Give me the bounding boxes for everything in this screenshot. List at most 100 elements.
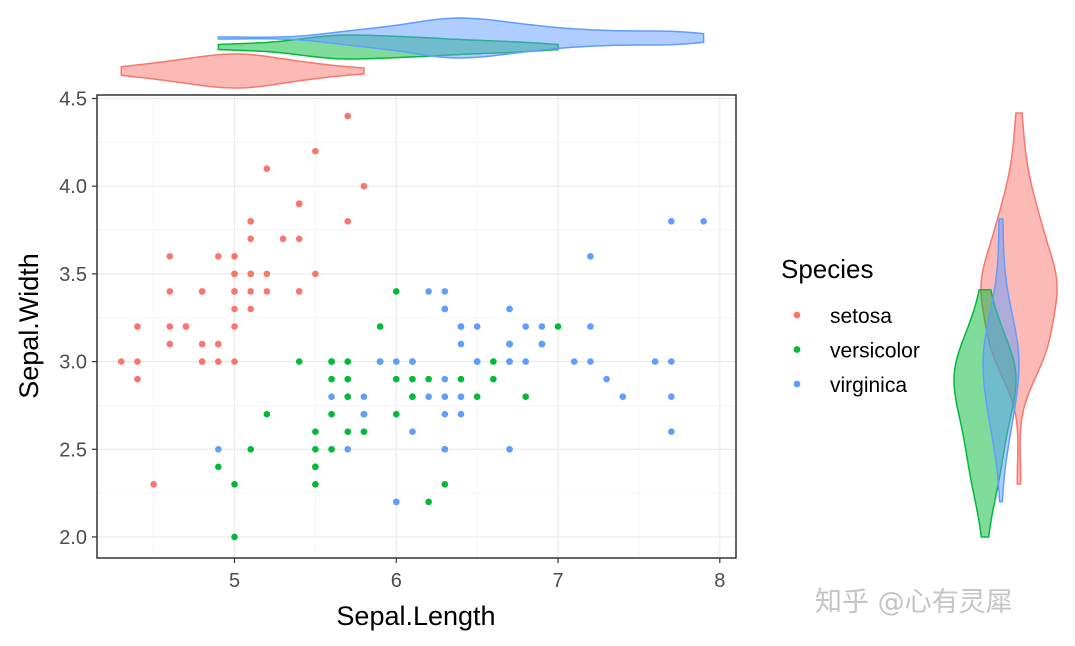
point-setosa: [198, 358, 206, 365]
point-setosa: [295, 200, 303, 208]
point-virginica: [473, 323, 481, 330]
point-versicolor: [344, 393, 352, 400]
point-setosa: [247, 270, 254, 278]
point-virginica: [667, 428, 675, 436]
point-virginica: [506, 358, 513, 365]
point-versicolor: [344, 375, 352, 383]
point-setosa: [312, 270, 319, 278]
point-setosa: [231, 358, 238, 365]
x-tick-label: 8: [714, 570, 725, 592]
point-versicolor: [263, 410, 271, 418]
violin-top-setosa: [120, 53, 365, 89]
legend-key-setosa: [793, 311, 801, 319]
point-setosa: [344, 112, 352, 120]
point-versicolor: [328, 375, 335, 383]
point-virginica: [441, 288, 449, 295]
x-axis-title: Sepal.Length: [336, 601, 495, 631]
x-tick-label: 7: [552, 570, 563, 592]
legend: Species setosa versicolor virginica: [781, 254, 920, 397]
point-setosa: [263, 270, 271, 278]
point-setosa: [360, 182, 368, 190]
point-versicolor: [344, 428, 352, 436]
point-setosa: [295, 235, 303, 243]
point-virginica: [473, 358, 481, 365]
point-setosa: [231, 288, 238, 295]
point-virginica: [425, 393, 432, 400]
point-setosa: [247, 305, 254, 313]
violin-right-virginica: [982, 218, 1020, 503]
y-tick-label: 4.5: [59, 89, 87, 111]
point-setosa: [166, 253, 174, 260]
point-versicolor: [490, 375, 497, 383]
point-virginica: [457, 323, 465, 330]
point-setosa: [231, 323, 238, 330]
x-tick-label: 5: [229, 570, 240, 592]
point-versicolor: [473, 393, 481, 400]
point-versicolor: [215, 463, 222, 471]
point-virginica: [667, 358, 675, 365]
y-tick-label: 2.0: [59, 527, 87, 549]
point-setosa: [150, 481, 157, 488]
y-tick-label: 3.0: [59, 352, 87, 374]
point-virginica: [441, 393, 449, 400]
point-virginica: [344, 445, 352, 453]
point-setosa: [166, 323, 174, 330]
point-versicolor: [328, 445, 335, 453]
point-setosa: [247, 217, 254, 225]
point-versicolor: [441, 481, 449, 488]
point-setosa: [263, 288, 271, 295]
point-setosa: [231, 305, 238, 313]
point-virginica: [570, 358, 578, 365]
point-virginica: [538, 323, 546, 330]
point-virginica: [409, 428, 416, 436]
point-setosa: [295, 288, 303, 295]
point-virginica: [360, 393, 368, 400]
point-virginica: [587, 358, 594, 365]
point-virginica: [441, 445, 449, 453]
marginal-x-violins: [120, 17, 705, 89]
point-versicolor: [392, 410, 400, 418]
point-versicolor: [312, 428, 319, 436]
point-virginica: [506, 305, 513, 313]
point-virginica: [619, 393, 627, 400]
violin-top-virginica: [217, 17, 705, 59]
point-setosa: [134, 358, 141, 365]
point-setosa: [279, 235, 287, 243]
point-virginica: [441, 410, 449, 418]
point-versicolor: [457, 375, 465, 383]
point-virginica: [457, 393, 465, 400]
point-virginica: [425, 288, 432, 295]
point-versicolor: [360, 428, 368, 436]
point-virginica: [603, 375, 610, 383]
y-tick-label: 4.0: [59, 176, 87, 198]
point-setosa: [247, 288, 254, 295]
point-setosa: [117, 358, 125, 365]
point-setosa: [247, 235, 254, 243]
point-virginica: [328, 393, 335, 400]
point-versicolor: [328, 410, 335, 418]
point-virginica: [538, 340, 546, 348]
point-virginica: [376, 358, 384, 365]
point-virginica: [667, 393, 675, 400]
y-axis-title: Sepal.Width: [14, 253, 44, 399]
point-virginica: [522, 323, 529, 330]
point-setosa: [231, 270, 238, 278]
plot-panel: [97, 95, 736, 558]
point-setosa: [231, 253, 238, 260]
marginal-y-violins: [953, 112, 1058, 538]
point-virginica: [360, 410, 368, 418]
point-versicolor: [425, 498, 432, 506]
point-setosa: [182, 323, 190, 330]
point-versicolor: [328, 358, 335, 365]
point-virginica: [587, 323, 594, 330]
point-virginica: [457, 340, 465, 348]
legend-key-versicolor: [793, 346, 801, 353]
point-virginica: [392, 358, 400, 365]
point-setosa: [312, 147, 319, 155]
point-versicolor: [231, 533, 238, 541]
plot-border: [96, 94, 737, 559]
point-setosa: [263, 165, 271, 172]
point-virginica: [409, 358, 416, 365]
point-virginica: [441, 375, 449, 383]
